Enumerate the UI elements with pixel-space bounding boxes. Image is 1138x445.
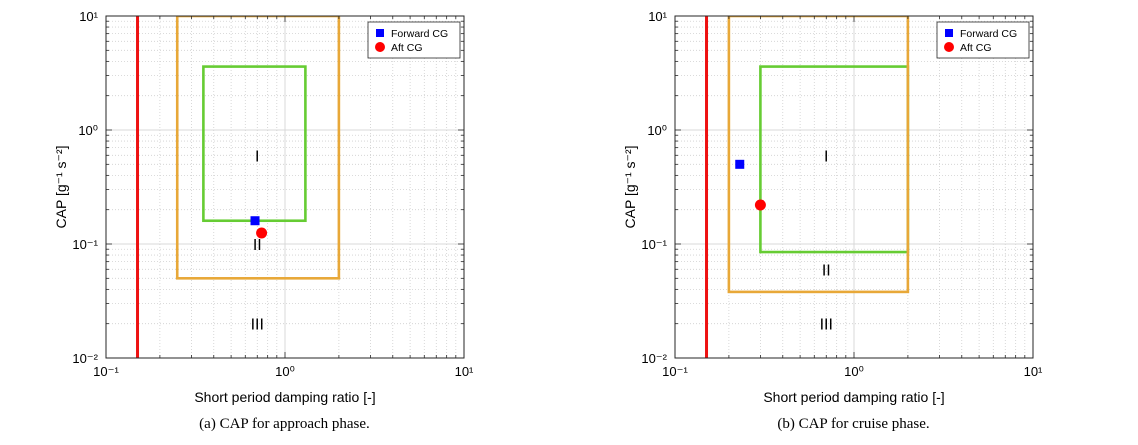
caption-cruise: (b) CAP for cruise phase. xyxy=(777,416,930,432)
region-label: II xyxy=(822,262,831,279)
legend-marker-forward-cg xyxy=(376,29,384,37)
legend-entry: Aft CG xyxy=(960,42,992,54)
y-tick-label: 10⁰ xyxy=(647,123,667,138)
legend: Forward CG Aft CG xyxy=(936,21,1030,59)
y-axis-label: CAP [g⁻¹ s⁻²] xyxy=(622,146,638,229)
region-label: II xyxy=(253,237,262,254)
data-point-forward-cg xyxy=(735,159,745,169)
legend-marker-aft-cg xyxy=(375,42,385,52)
region-label: I xyxy=(824,148,828,165)
legend-box xyxy=(367,21,461,59)
y-tick-label: 10⁻² xyxy=(72,351,98,366)
y-tick-label: 10⁻² xyxy=(641,351,667,366)
x-axis-label: Short period damping ratio [-] xyxy=(763,389,944,405)
data-point-forward-cg xyxy=(250,216,260,226)
y-tick-label: 10¹ xyxy=(79,9,98,24)
y-tick-label: 10⁻¹ xyxy=(641,237,667,252)
y-tick-label: 10⁻¹ xyxy=(72,237,98,252)
tick-marks xyxy=(674,15,1034,359)
legend-marker-aft-cg xyxy=(944,42,954,52)
legend-entry: Forward CG xyxy=(391,28,448,40)
boundary-level-2 xyxy=(175,16,341,280)
legend: Forward CG Aft CG xyxy=(367,21,461,59)
boundary-level-2 xyxy=(727,16,910,294)
y-axis-label: CAP [g⁻¹ s⁻²] xyxy=(53,146,69,229)
data-point-aft-cg xyxy=(256,227,268,239)
y-tick-label: 10⁰ xyxy=(78,123,98,138)
x-tick-label: 10⁻¹ xyxy=(93,364,119,379)
caption-approach: (a) CAP for approach phase. xyxy=(199,416,370,432)
region-label: III xyxy=(251,317,264,334)
legend-entry: Forward CG xyxy=(960,28,1017,40)
boundary-level-1 xyxy=(202,65,307,223)
region-label: III xyxy=(820,317,833,334)
y-tick-label: 10¹ xyxy=(648,9,667,24)
x-tick-label: 10¹ xyxy=(1024,364,1043,379)
legend-box xyxy=(936,21,1030,59)
level-boundaries xyxy=(705,16,910,358)
x-tick-label: 10¹ xyxy=(455,364,474,379)
x-axis-label: Short period damping ratio [-] xyxy=(194,389,375,405)
grid-lines xyxy=(675,16,1033,358)
legend-entry: Aft CG xyxy=(391,42,423,54)
chart-cruise-phase: 10⁻¹ 10⁰ 10¹ 10⁻² 10⁻¹ 10⁰ 10¹ Short period dam… xyxy=(569,0,1138,445)
x-tick-label: 10⁻¹ xyxy=(662,364,688,379)
tick-marks xyxy=(105,15,465,359)
data-point-aft-cg xyxy=(754,199,766,211)
legend-marker-forward-cg xyxy=(945,29,953,37)
region-label: I xyxy=(255,148,259,165)
x-tick-label: 10⁰ xyxy=(844,364,864,379)
level-boundaries xyxy=(136,16,341,358)
x-tick-label: 10⁰ xyxy=(275,364,295,379)
chart-approach-phase: 10⁻¹ 10⁰ 10¹ 10⁻² 10⁻¹ 10⁰ 10¹ Short period dam… xyxy=(53,9,474,432)
grid-lines xyxy=(106,16,464,358)
